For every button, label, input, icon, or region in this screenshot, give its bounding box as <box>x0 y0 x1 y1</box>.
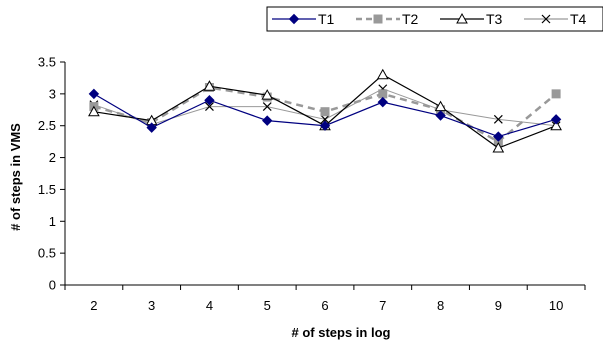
data-point-t1 <box>88 88 100 100</box>
data-point-t3 <box>203 80 216 91</box>
x-tick-label: 7 <box>379 298 386 313</box>
data-point-t4 <box>205 102 214 112</box>
data-point-t1 <box>550 114 562 125</box>
data-point-t3 <box>376 68 389 80</box>
legend-marker-t1 <box>288 13 300 25</box>
x-tick-label: 6 <box>321 298 328 313</box>
y-tick-label: 2.5 <box>38 118 56 133</box>
data-point-t2 <box>551 89 561 99</box>
y-tick-label: 1.5 <box>38 182 56 197</box>
data-point-t1 <box>146 122 157 133</box>
data-point-t1 <box>319 120 331 131</box>
y-tick-label: 2 <box>49 150 56 165</box>
data-point-t2 <box>378 89 388 99</box>
data-point-t1 <box>204 95 215 106</box>
series-t1 <box>88 88 562 142</box>
y-tick-label: 3 <box>49 86 56 101</box>
y-tick-label: 3.5 <box>38 55 56 70</box>
data-point-t1 <box>377 96 388 108</box>
x-tick-label: 2 <box>90 298 97 313</box>
data-point-t3 <box>550 119 562 131</box>
data-point-t1 <box>435 110 446 121</box>
data-point-t4 <box>320 114 330 124</box>
series-layer <box>88 68 562 153</box>
data-point-t2 <box>320 107 330 117</box>
series-t2 <box>89 82 561 147</box>
y-tick-label: 0.5 <box>38 246 56 261</box>
x-tick-label: 5 <box>264 298 271 313</box>
data-point-t3 <box>492 141 505 153</box>
y-axis-title: # of steps in VMS <box>8 123 23 231</box>
legend-label-t2: T2 <box>402 11 419 27</box>
data-point-t3 <box>88 105 100 117</box>
data-point-t1 <box>262 115 273 126</box>
y-tick-label: 0 <box>49 278 56 293</box>
y-tick-label: 1 <box>49 214 56 229</box>
x-axis-title: # of steps in log <box>292 325 391 340</box>
data-point-t4 <box>262 102 272 112</box>
axes: 0 0.5 1 1.5 2 2.5 3 3.5 2 3 4 5 6 7 8 9 10 <box>38 55 586 313</box>
legend-label-t3: T3 <box>486 11 503 27</box>
x-tick-label: 4 <box>206 298 213 313</box>
legend-label-t1: T1 <box>318 11 335 27</box>
legend-marker-t4 <box>541 14 551 24</box>
data-point-t3 <box>261 89 274 100</box>
x-tick-label: 3 <box>148 298 155 313</box>
legend-marker-t2 <box>373 14 383 24</box>
legend: T1 T2 T3 T4 <box>266 6 603 32</box>
x-tick-label: 9 <box>495 298 502 313</box>
legend-marker-t3 <box>456 12 468 24</box>
data-point-t4 <box>493 114 503 124</box>
x-tick-label: 10 <box>549 298 563 313</box>
data-point-t1 <box>493 131 504 142</box>
legend-label-t4: T4 <box>570 11 587 27</box>
x-tick-label: 8 <box>437 298 444 313</box>
